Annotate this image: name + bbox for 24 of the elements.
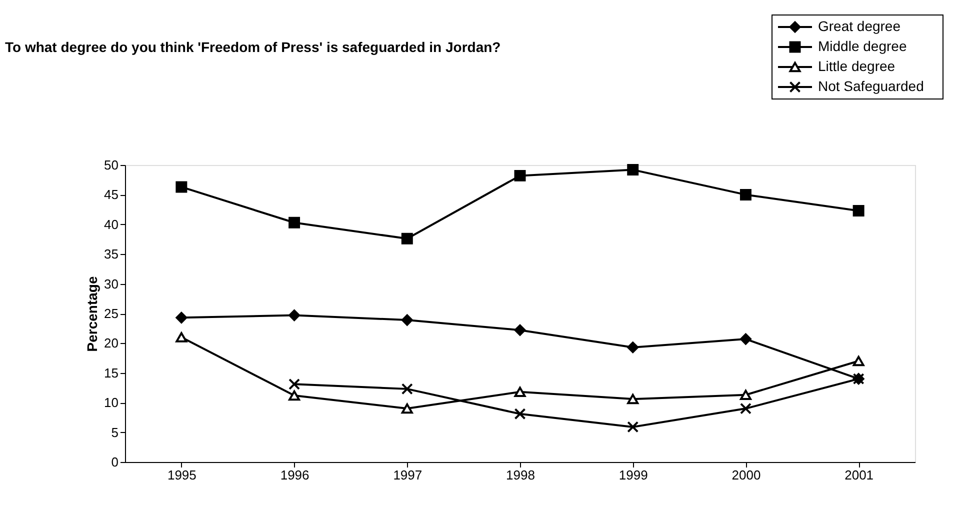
y-tick-label: 45 — [104, 187, 118, 202]
y-tick-label: 35 — [104, 246, 118, 262]
y-tick-label: 5 — [111, 424, 118, 440]
x-tick-label: 1997 — [393, 468, 422, 482]
x-tick-label: 1995 — [167, 468, 196, 482]
legend-label: Great degree — [818, 18, 901, 34]
legend-label: Middle degree — [818, 38, 907, 54]
y-tick-label: 10 — [104, 395, 118, 410]
chart-title: To what degree do you think 'Freedom of Press' is safeguarded in Jordan? — [5, 39, 501, 55]
y-tick-label: 0 — [111, 454, 118, 470]
y-axis-title: Percentage — [84, 276, 100, 352]
legend-label: Not Safeguarded — [818, 78, 924, 94]
x-tick-label: 1996 — [280, 468, 310, 482]
y-tick-label: 50 — [104, 158, 118, 172]
x-tick-label: 2000 — [732, 468, 761, 482]
y-tick-label: 40 — [104, 216, 118, 232]
y-tick-label: 20 — [104, 336, 118, 351]
x-tick-label: 1998 — [506, 468, 535, 482]
y-tick-label: 15 — [104, 365, 118, 380]
x-tick-label: 2001 — [844, 468, 874, 482]
y-tick-label: 30 — [104, 276, 118, 292]
y-tick-label: 25 — [104, 306, 118, 321]
legend-label: Little degree — [818, 58, 896, 74]
x-tick-label: 1999 — [618, 468, 648, 482]
